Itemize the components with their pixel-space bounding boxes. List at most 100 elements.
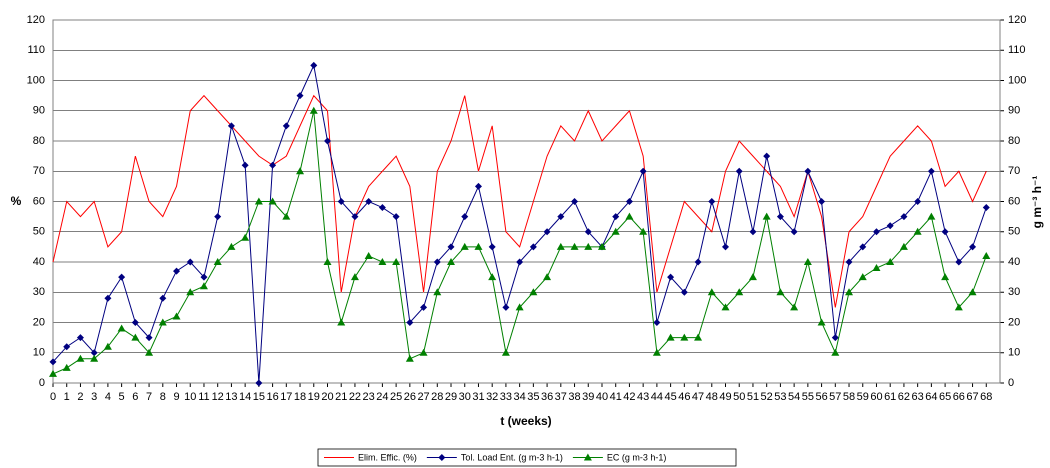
y2-tick-label: 60	[1008, 195, 1020, 207]
x-tick-label: 54	[788, 391, 800, 403]
x-tick-label: 5	[119, 391, 125, 403]
diamond-marker	[488, 243, 496, 251]
diamond-marker	[159, 294, 167, 302]
y2-tick-label: 40	[1008, 256, 1020, 268]
y2-tick-label: 110	[1008, 44, 1026, 56]
diamond-marker	[378, 204, 386, 212]
triangle-marker	[131, 333, 140, 341]
diamond-marker	[708, 198, 716, 205]
diamond-marker	[241, 161, 249, 169]
triangle-marker	[776, 288, 785, 296]
x-axis-label: t (weeks)	[500, 414, 551, 428]
x-tick-label: 29	[445, 391, 457, 403]
triangle-marker	[158, 318, 167, 326]
diamond-marker	[571, 198, 579, 205]
x-tick-label: 64	[925, 391, 937, 403]
diamond-marker	[969, 243, 977, 251]
diamond-marker	[941, 228, 949, 236]
x-tick-label: 60	[870, 391, 882, 403]
triangle-marker	[254, 197, 263, 205]
x-tick-label: 16	[266, 391, 278, 403]
triangle-marker	[583, 453, 592, 461]
x-tick-label: 34	[514, 391, 526, 403]
x-tick-label: 68	[980, 391, 992, 403]
x-tick-label: 48	[706, 391, 718, 403]
legend-box	[317, 448, 737, 467]
triangle-marker	[762, 212, 771, 220]
y2-tick-label: 50	[1008, 226, 1020, 238]
diamond-marker	[351, 213, 359, 221]
triangle-marker	[941, 273, 950, 281]
series-line	[52, 110, 987, 375]
diamond-marker	[886, 222, 894, 230]
diamond-marker	[639, 167, 647, 175]
triangle-marker	[447, 258, 456, 265]
x-tick-label: 27	[417, 391, 429, 403]
x-tick-label: 41	[610, 391, 622, 403]
x-tick-label: 38	[568, 391, 580, 403]
triangle-marker	[378, 258, 387, 265]
legend-label: Tol. Load Ent. (g m-3 h-1)	[461, 452, 563, 462]
y-tick-label: 40	[33, 256, 45, 268]
diamond-marker	[104, 294, 112, 302]
diamond-marker	[694, 258, 702, 266]
x-tick-label: 65	[939, 391, 951, 403]
triangle-marker	[845, 288, 854, 296]
triangle-marker	[899, 242, 908, 250]
triangle-marker	[515, 303, 524, 311]
triangle-marker	[639, 227, 648, 235]
diamond-marker	[872, 228, 880, 236]
y-tick-label: 50	[33, 226, 45, 238]
x-tick-label: 26	[404, 391, 416, 403]
diamond-marker	[282, 122, 290, 130]
diamond-marker	[337, 198, 345, 205]
diamond-marker	[173, 267, 181, 275]
triangle-marker	[419, 348, 428, 356]
triangle-marker	[570, 242, 579, 250]
triangle-marker	[556, 242, 565, 250]
y2-tick-label: 120	[1008, 14, 1026, 26]
diamond-marker	[433, 258, 441, 266]
triangle-marker	[227, 242, 236, 250]
y2-axis-label: g m⁻³ h⁻¹	[1030, 176, 1044, 229]
x-tick-label: 18	[294, 391, 306, 403]
triangle-marker	[694, 333, 703, 341]
triangle-marker	[721, 303, 730, 311]
triangle-marker	[529, 288, 538, 296]
x-tick-label: 1	[64, 391, 70, 403]
diamond-marker	[845, 258, 853, 266]
triangle-marker	[886, 258, 895, 265]
x-tick-label: 4	[105, 391, 111, 403]
diamond-marker	[200, 273, 208, 281]
triangle-marker	[62, 363, 71, 371]
x-tick-label: 12	[212, 391, 224, 403]
diamond-marker	[612, 213, 620, 221]
x-tick-label: 44	[651, 391, 663, 403]
diamond-marker	[763, 152, 771, 160]
diamond-marker	[914, 198, 922, 205]
x-tick-label: 37	[555, 391, 567, 403]
x-tick-label: 23	[363, 391, 375, 403]
x-tick-label: 10	[184, 391, 196, 403]
diamond-marker	[145, 334, 153, 342]
diamond-marker	[557, 213, 565, 221]
diamond-marker	[653, 319, 661, 326]
triangle-marker	[309, 106, 318, 114]
x-tick-label: 47	[692, 391, 704, 403]
triangle-marker	[364, 251, 373, 259]
x-tick-label: 35	[527, 391, 539, 403]
diamond-marker	[955, 258, 963, 266]
diamond-marker	[447, 243, 455, 251]
x-tick-label: 66	[953, 391, 965, 403]
x-tick-label: 28	[431, 391, 443, 403]
triangle-marker	[433, 288, 442, 296]
diamond-marker	[529, 243, 537, 251]
x-tick-label: 36	[541, 391, 553, 403]
diamond-marker	[900, 213, 908, 221]
y-tick-label: 100	[27, 74, 45, 86]
triangle-marker	[597, 242, 606, 250]
triangle-marker	[488, 273, 497, 281]
y-tick-label: 120	[27, 14, 45, 26]
diamond-marker	[420, 303, 428, 311]
triangle-marker	[76, 354, 85, 362]
